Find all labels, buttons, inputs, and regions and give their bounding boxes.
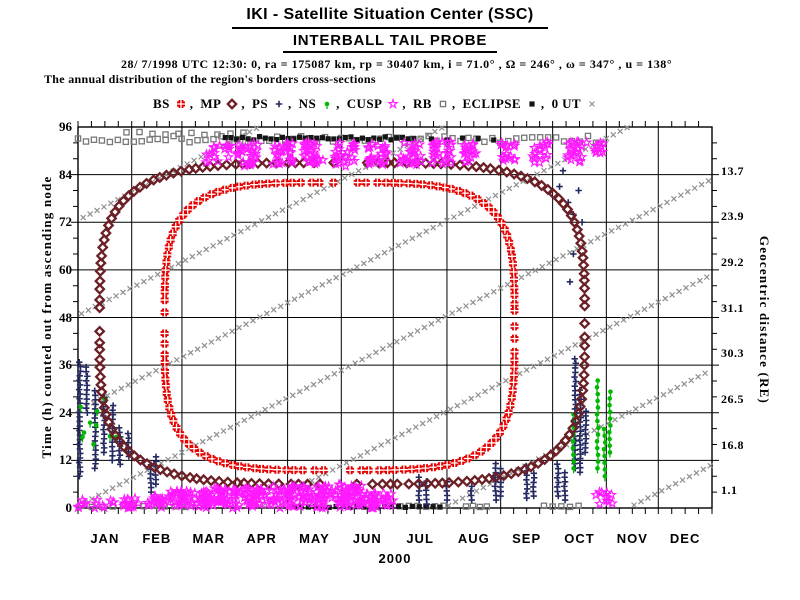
- series-MP: [93, 156, 591, 491]
- legend-label: 0 UT: [551, 96, 581, 111]
- y-axis-right-title: Geocentric distance (RE): [757, 235, 772, 405]
- grid: [78, 127, 712, 508]
- legend-label: BS: [153, 96, 170, 111]
- month-label-JUN: JUN: [352, 531, 382, 546]
- month-label-JUL: JUL: [406, 531, 434, 546]
- month-label-SEP: SEP: [512, 531, 542, 546]
- header: IKI - Satellite Situation Center (SSC) I…: [0, 6, 780, 53]
- legend-separator: ,: [451, 96, 456, 111]
- y-left-tick-label: 24: [59, 404, 72, 420]
- month-label-JAN: JAN: [90, 531, 120, 546]
- y-right-tick-label: 13.7: [721, 163, 744, 178]
- legend-item-CUSP: CUSP,: [347, 96, 413, 112]
- legend-label: RB: [412, 96, 432, 111]
- series-PS: [75, 167, 590, 508]
- y-left-tick-label: 36: [59, 357, 72, 373]
- y-right-tick-label: 30.3: [721, 346, 744, 361]
- legend-marker-cross-open-icon: [176, 100, 185, 108]
- legend-marker-circle-tail-icon: [324, 101, 330, 109]
- orbit-parameters: 28/ 7/1998 UTC 12:30: 0, ra = 175087 km,…: [121, 57, 673, 71]
- month-label-MAR: MAR: [192, 531, 226, 546]
- legend-separator: ,: [189, 96, 194, 111]
- legend-label: MP: [200, 96, 222, 111]
- legend-item-PS: PS,: [252, 96, 299, 112]
- legend-label: CUSP: [346, 96, 383, 111]
- x-axis-year-label: 2000: [378, 551, 412, 566]
- page-subtitle: INTERBALL TAIL PROBE: [282, 32, 498, 53]
- month-label-DEC: DEC: [669, 531, 701, 546]
- legend-separator: ,: [540, 96, 545, 111]
- month-label-MAY: MAY: [299, 531, 330, 546]
- y-left-tick-label: 48: [59, 309, 72, 325]
- legend-marker-diamond-icon: [226, 98, 239, 110]
- legend-separator: ,: [241, 96, 246, 111]
- legend-item-MP: MP,: [200, 96, 252, 112]
- legend: BS, MP, PS, NS, CUSP, RB, ECLIPSE, 0 UT: [153, 96, 608, 112]
- y-right-tick-label: 26.5: [721, 391, 744, 406]
- legend-marker-square-open-icon: [439, 100, 447, 108]
- y-left-tick-label: 60: [59, 261, 72, 277]
- month-label-APR: APR: [246, 531, 277, 546]
- month-label-AUG: AUG: [457, 531, 490, 546]
- legend-marker-x-icon: [589, 101, 595, 107]
- page-title-row: IKI - Satellite Situation Center (SSC): [0, 6, 780, 29]
- y-left-tick-label: 12: [59, 452, 72, 468]
- legend-label: NS: [298, 96, 317, 111]
- y-right-tick-label: 29.2: [721, 254, 744, 269]
- axis-ticks: [71, 121, 719, 514]
- y-right-tick-label: 23.9: [721, 209, 744, 224]
- page-subtitle-row: INTERBALL TAIL PROBE: [0, 32, 780, 53]
- legend-item-ECLIPSE: ECLIPSE,: [462, 96, 551, 112]
- legend-separator: ,: [402, 96, 406, 111]
- legend-marker-square-filled-icon: [529, 101, 535, 107]
- y-left-tick-label: 84: [59, 166, 72, 182]
- legend-marker-star-icon: [387, 97, 400, 110]
- legend-item-BS: BS,: [153, 96, 200, 112]
- month-label-FEB: FEB: [142, 531, 172, 546]
- legend-item-NS: NS,: [299, 96, 347, 112]
- series-BS: [160, 178, 519, 475]
- legend-marker-plus-icon: [275, 100, 283, 108]
- legend-label: PS: [252, 96, 269, 111]
- month-label-OCT: OCT: [564, 531, 595, 546]
- y-axis-left-title: Time (h) counted out from ascending node: [39, 175, 54, 459]
- y-right-tick-label: 1.1: [721, 483, 738, 498]
- page-title: IKI - Satellite Situation Center (SSC): [232, 6, 548, 29]
- y-right-tick-label: 16.8: [721, 437, 744, 452]
- legend-item-RB: RB,: [413, 96, 463, 112]
- y-left-tick-label: 0: [65, 500, 73, 515]
- legend-label: ECLIPSE: [462, 96, 521, 111]
- legend-item-0UT: 0 UT: [552, 96, 608, 112]
- series-RB: [74, 128, 600, 511]
- y-left-tick-label: 96: [59, 119, 72, 134]
- chart-caption: The annual distribution of the region's …: [44, 72, 376, 86]
- y-right-tick-label: 31.1: [721, 300, 744, 315]
- y-left-tick-label: 72: [59, 214, 72, 230]
- legend-separator: ,: [288, 96, 292, 111]
- legend-separator: ,: [336, 96, 340, 111]
- month-label-NOV: NOV: [616, 531, 648, 546]
- series-CUSP: [72, 135, 619, 513]
